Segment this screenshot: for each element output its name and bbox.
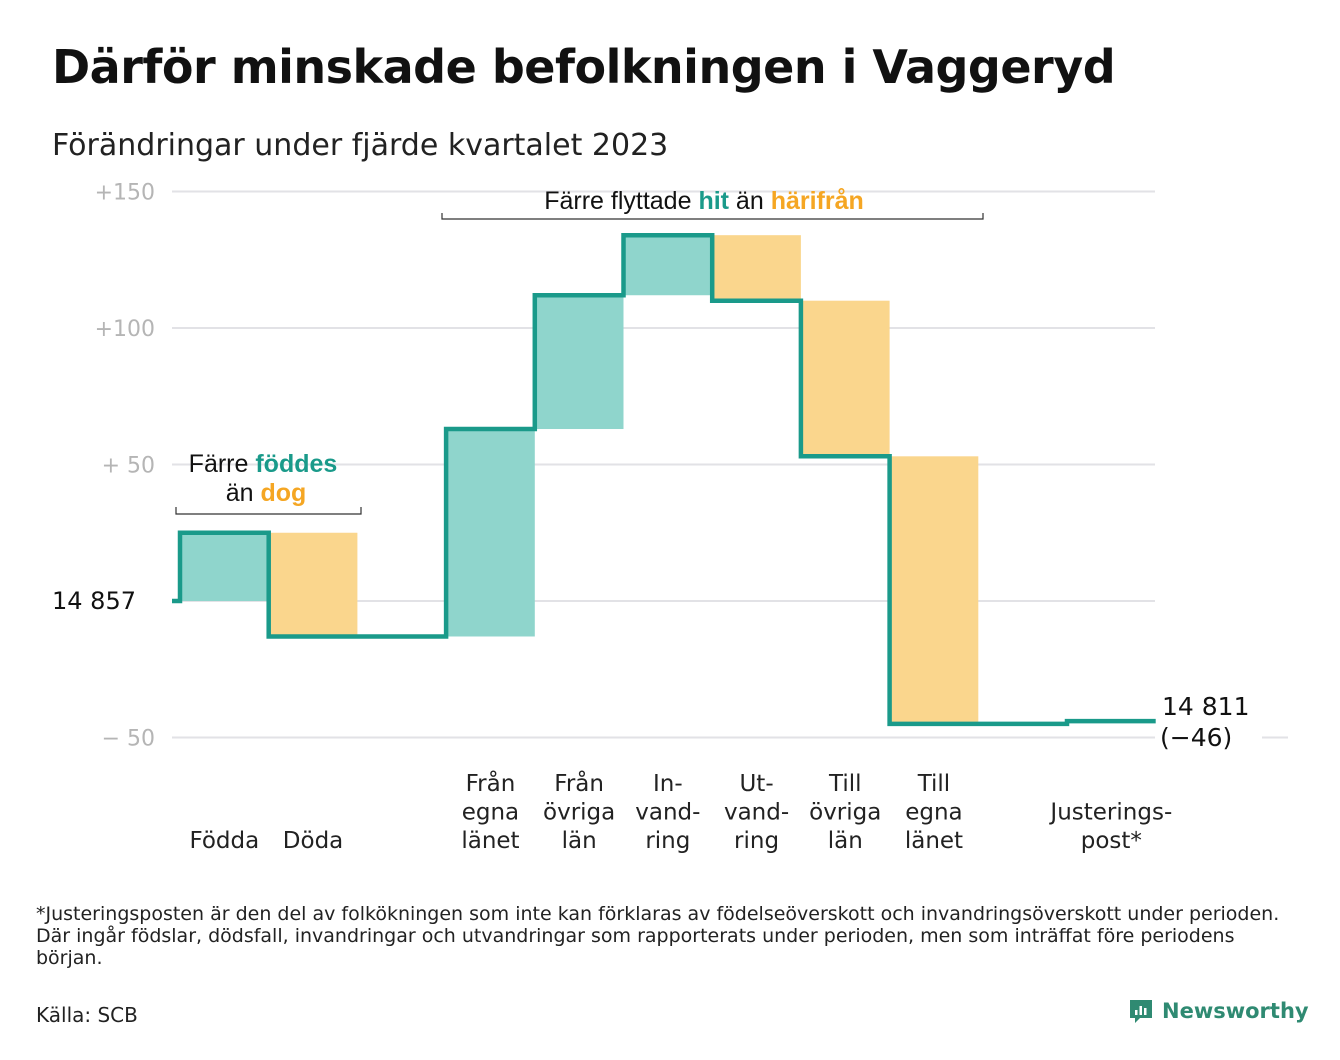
x-category-label-line: län	[828, 828, 863, 854]
x-category-label-line: Justerings-	[1048, 800, 1172, 826]
waterfall-bar	[534, 295, 624, 430]
annotation-move-line1-part: Färre flyttade	[544, 187, 698, 215]
x-category-label-line: egna	[905, 800, 962, 826]
x-category-label-line: post*	[1081, 828, 1142, 854]
newsworthy-logo-text: Newsworthy	[1162, 999, 1309, 1023]
x-category-label: Från egna länet	[461, 769, 519, 854]
waterfall-bar	[889, 456, 979, 724]
x-category-label-line: Ut-	[739, 771, 773, 797]
source-label: Källa: SCB	[36, 1003, 138, 1027]
x-category-label-line: Födda	[189, 828, 259, 854]
x-category-label-line: länet	[905, 828, 963, 854]
x-category-label: Till övriga län	[809, 771, 881, 854]
x-category-label-line: Från	[466, 769, 516, 797]
waterfall-bar	[712, 235, 801, 301]
y-tick-label: + 50	[102, 454, 155, 479]
annotation-move-line1: Färre flyttade hit än härifrån	[544, 187, 864, 215]
start-value-label: 14 857	[52, 587, 136, 615]
x-category-label-line: län	[562, 828, 597, 854]
x-category-label-line: länet	[461, 828, 519, 854]
waterfall-bar	[800, 300, 890, 457]
x-category-label-line: vand-	[724, 800, 789, 826]
x-category-label: Födda	[189, 828, 259, 854]
newsworthy-logo: Newsworthy	[1128, 998, 1309, 1024]
x-category-label-line: Döda	[283, 828, 343, 854]
x-category-label-line: övriga	[809, 800, 881, 826]
end-value-label: 14 811	[1162, 692, 1249, 721]
y-tick-label: +150	[95, 181, 155, 206]
x-category-label-line: övriga	[543, 800, 615, 826]
end-change-label: (−46)	[1160, 723, 1232, 752]
x-category-label-line: Till	[828, 771, 862, 797]
annotation-birth-line2: än dog	[226, 479, 307, 507]
x-category-label: Justerings-post*	[1048, 800, 1172, 855]
annotation-birth-line1: Färre föddes	[189, 450, 338, 478]
x-category-label-line: ring	[645, 828, 690, 854]
annotation-birth-line1-part: Färre	[189, 450, 256, 478]
x-category-label: In-vand-ring	[635, 771, 700, 854]
waterfall-bar	[446, 429, 535, 637]
x-category-label: Till egna länet	[905, 771, 963, 854]
annotation-move-line1-part: hit	[698, 187, 729, 215]
x-category-label: Ut-vand-ring	[724, 771, 789, 854]
x-category-label-line: Från	[554, 769, 604, 797]
x-category-label: Från övriga län	[543, 769, 615, 854]
annotation-birth-line1-part: föddes	[255, 450, 337, 478]
chart-subtitle: Förändringar under fjärde kvartalet 2023	[52, 128, 669, 163]
bars	[180, 235, 979, 724]
x-category-label-line: vand-	[635, 800, 700, 826]
annotation-birth-line2-part: än	[226, 479, 261, 507]
waterfall-bar	[180, 532, 269, 601]
waterfall-bar	[268, 532, 358, 637]
chart-title: Därför minskade befolkningen i Vaggeryd	[52, 40, 1116, 94]
annotation-birth-bracket	[175, 507, 362, 515]
annotation-move-line1-part: härifrån	[771, 187, 864, 215]
x-category-label-line: ring	[734, 828, 779, 854]
x-category-label: Döda	[283, 828, 343, 854]
x-category-label-line: In-	[653, 771, 683, 797]
y-tick-label: − 50	[102, 727, 155, 752]
annotation-move-line1-part: än	[729, 187, 771, 215]
footnote: *Justeringsposten är den del av folkökni…	[36, 903, 1280, 969]
x-category-label-line: egna	[462, 800, 519, 826]
annotation-birth-line2-part: dog	[260, 479, 306, 507]
waterfall-chart: +150 +100 + 50 − 50 14 857 14 811(−46) Födda Dö…	[52, 181, 1288, 855]
waterfall-bar	[623, 235, 713, 296]
y-tick-label: +100	[95, 317, 155, 342]
annotation-move-bracket	[441, 213, 984, 220]
newsworthy-logo-icon	[1130, 1000, 1152, 1023]
running-total-line	[172, 232, 1156, 727]
x-category-label-line: Till	[917, 771, 951, 797]
